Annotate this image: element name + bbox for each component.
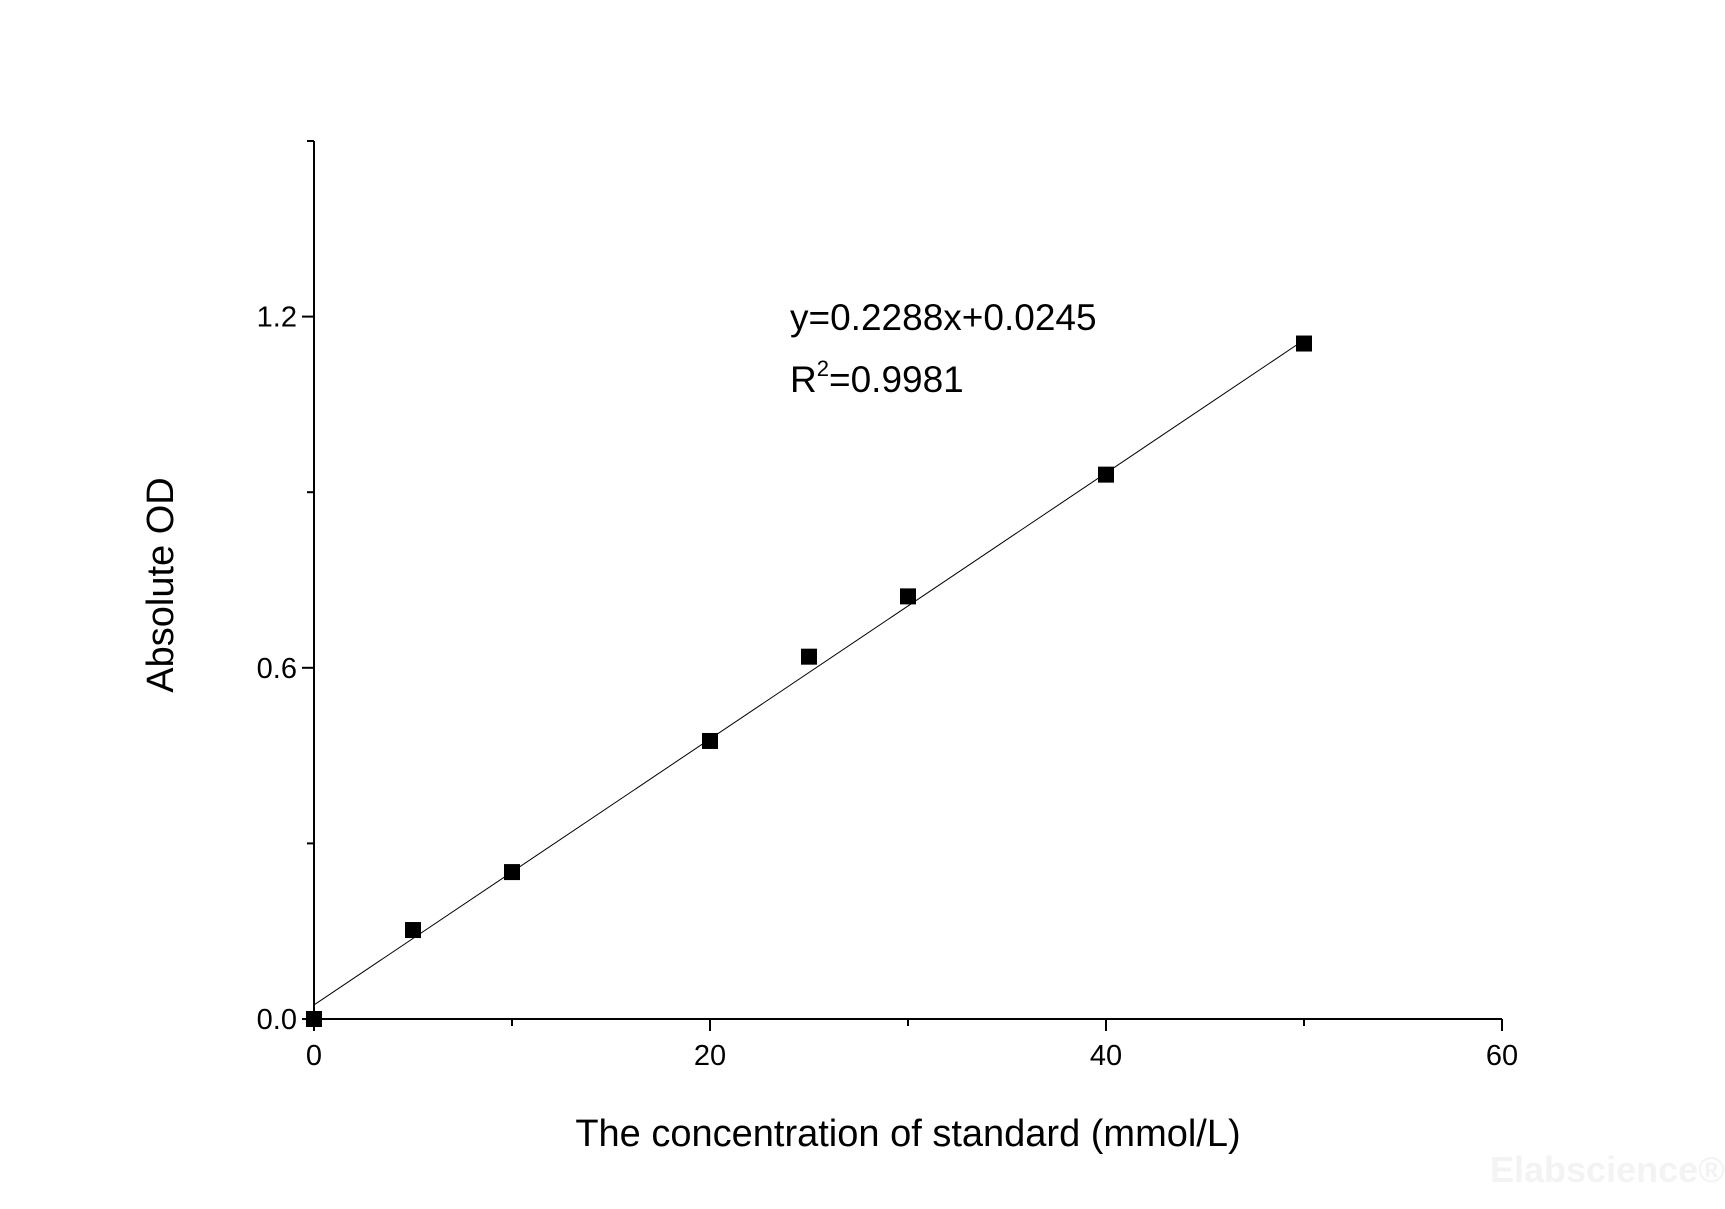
x-tick-label: 40 (1090, 1040, 1122, 1072)
data-points (306, 335, 1312, 1027)
data-point (702, 732, 718, 749)
axes: 0 20 40 60 0.0 0.6 1.2 (257, 140, 1518, 1072)
y-axis-title: Absolute OD (140, 477, 182, 692)
data-point (1296, 335, 1312, 352)
y-tick-label: 1.2 (257, 302, 297, 334)
x-tick-label: 0 (306, 1040, 322, 1072)
r2-value: =0.9981 (829, 359, 964, 400)
data-point (900, 588, 916, 605)
fit-line (313, 339, 1305, 1006)
data-point (504, 864, 520, 881)
equation-label: y=0.2288x+0.0245 (790, 297, 1097, 338)
r2-prefix: R (790, 359, 817, 400)
r2-superscript: 2 (817, 356, 829, 381)
data-point (1098, 466, 1114, 483)
fit-line-group (313, 339, 1305, 1006)
watermark-logo: Elabscience® (1490, 1149, 1725, 1190)
y-tick-label: 0.6 (257, 653, 297, 685)
data-point (801, 648, 817, 665)
r-squared-label: R2=0.9981 (790, 356, 964, 400)
y-tick-label: 0.0 (257, 1004, 297, 1036)
x-axis-title: The concentration of standard (mmol/L) (575, 1113, 1240, 1155)
data-point (405, 922, 421, 939)
data-point (306, 1011, 322, 1027)
x-tick-label: 20 (694, 1040, 726, 1072)
x-tick-label: 60 (1486, 1040, 1518, 1072)
